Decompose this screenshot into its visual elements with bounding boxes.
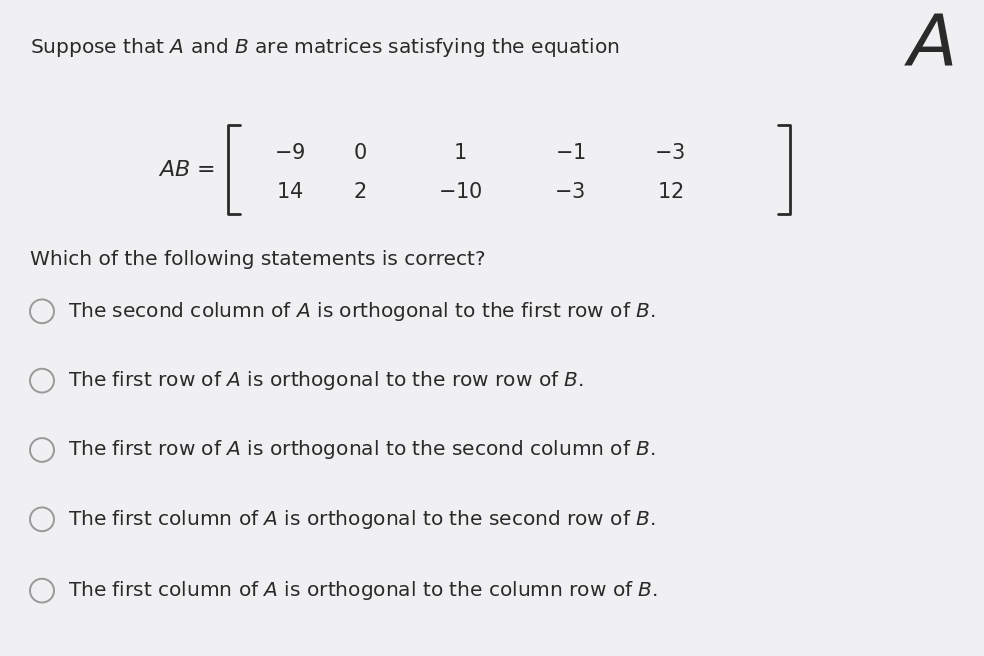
Text: $-9$: $-9$ (275, 143, 306, 163)
Text: $14$: $14$ (277, 182, 304, 203)
Text: The first row of $\mathit{A}$ is orthogonal to the row row of $\mathit{B}$.: The first row of $\mathit{A}$ is orthogo… (68, 369, 584, 392)
Text: Suppose that $\mathit{A}$ and $\mathit{B}$ are matrices satisfying the equation: Suppose that $\mathit{A}$ and $\mathit{B… (30, 36, 620, 59)
Text: The first column of $\mathit{A}$ is orthogonal to the second row of $\mathit{B}$: The first column of $\mathit{A}$ is orth… (68, 508, 655, 531)
Text: $1$: $1$ (454, 143, 466, 163)
Text: $-1$: $-1$ (555, 143, 585, 163)
Text: $\mathbf{\mathit{A}}$: $\mathbf{\mathit{A}}$ (903, 9, 954, 79)
Text: $\mathit{AB}$ =: $\mathit{AB}$ = (158, 159, 215, 180)
Text: $-3$: $-3$ (654, 143, 686, 163)
Text: The first row of $\mathit{A}$ is orthogonal to the second column of $\mathit{B}$: The first row of $\mathit{A}$ is orthogo… (68, 438, 655, 461)
Text: $-3$: $-3$ (554, 182, 585, 203)
Text: $2$: $2$ (353, 182, 367, 203)
Text: The second column of $\mathit{A}$ is orthogonal to the first row of $\mathit{B}$: The second column of $\mathit{A}$ is ort… (68, 300, 655, 323)
Text: $12$: $12$ (656, 182, 683, 203)
Text: $-10$: $-10$ (438, 182, 482, 203)
Text: The first column of $\mathit{A}$ is orthogonal to the column row of $\mathit{B}$: The first column of $\mathit{A}$ is orth… (68, 579, 658, 602)
Text: Which of the following statements is correct?: Which of the following statements is cor… (30, 251, 485, 270)
Text: $0$: $0$ (353, 143, 367, 163)
